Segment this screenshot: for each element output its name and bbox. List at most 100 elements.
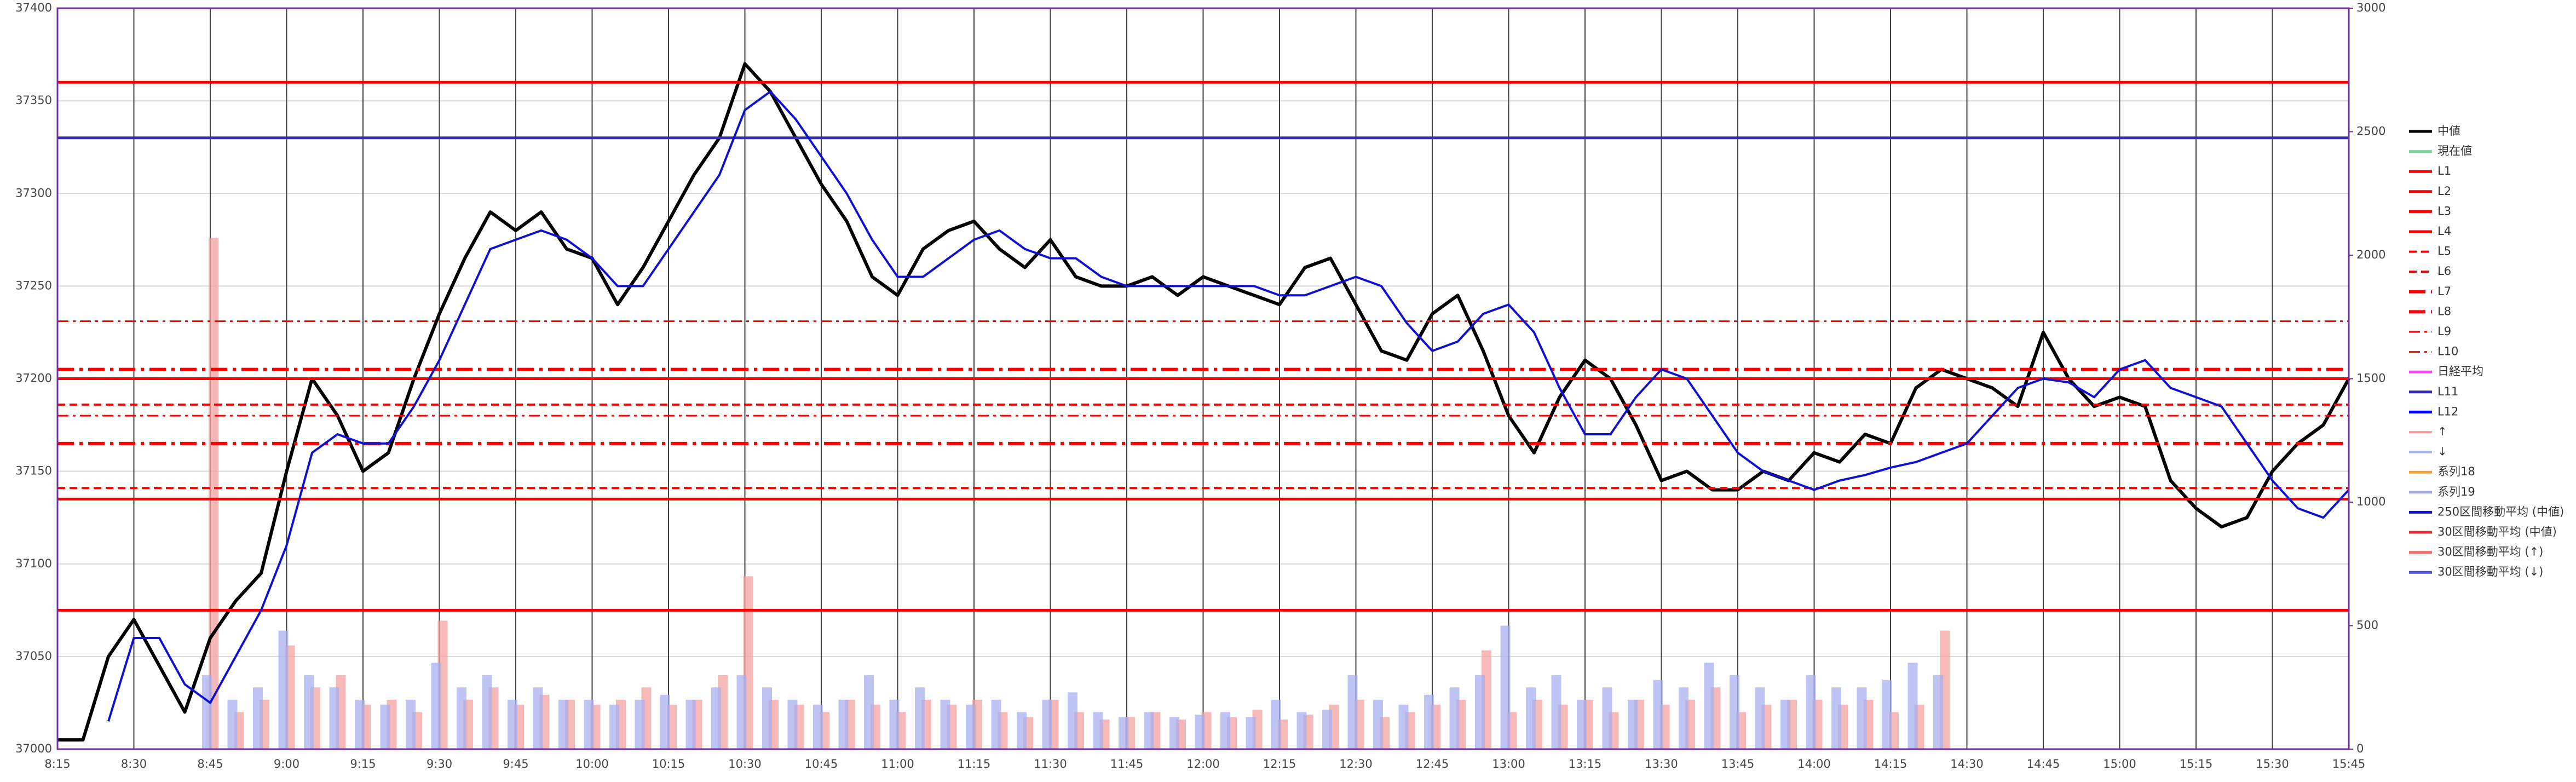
x-tick-label: 12:00 [1186,757,1220,771]
plot-frame [56,7,2350,750]
y-tick-label: 37200 [15,372,52,385]
volume-bar [1882,680,1892,749]
legend-label: 系列18 [2437,465,2475,478]
volume-bar [431,663,441,749]
x-tick-label: 9:30 [427,757,452,771]
volume-bar [1322,709,1332,749]
x-tick-label: 14:00 [1797,757,1831,771]
volume-bar [457,687,466,749]
x-tick-label: 9:15 [350,757,376,771]
volume-bar [1093,712,1103,749]
volume-bar [1398,704,1409,749]
volume-bar [1780,699,1790,749]
volume-bar [1730,675,1739,749]
legend-label: L1 [2437,164,2451,177]
volume-bar [508,699,517,749]
volume-bar [355,699,365,749]
volume-bar [1424,694,1434,749]
volume-bar [1679,687,1688,749]
y-tick-label: 37300 [15,186,52,199]
x-tick-label: 12:15 [1263,757,1296,771]
legend-label: 系列19 [2437,485,2475,498]
volume-bar [584,699,594,749]
volume-bar [1806,675,1816,749]
x-tick-label: 8:15 [44,757,70,771]
x-tick-label: 15:30 [2256,757,2289,771]
volume-bar [813,704,823,749]
legend-label: L8 [2437,304,2451,318]
y2-tick-label: 1500 [2356,372,2385,385]
legend-label: 250区間移動平均 (中値) [2437,505,2564,518]
volume-layer [202,238,1950,749]
volume-bar [1220,712,1230,749]
legend-label: 30区間移動平均 (中値) [2437,525,2557,538]
volume-bar [1602,687,1612,749]
volume-bar [1577,699,1587,749]
volume-bar [1907,663,1918,749]
y2-tick-label: 3000 [2356,1,2385,14]
volume-bar [1475,675,1485,749]
volume-bar [685,699,696,749]
line-layer [57,62,2350,742]
volume-bar [1296,712,1307,749]
legend-label: 30区間移動平均 (↑) [2437,545,2543,559]
y2-tick-label: 500 [2356,619,2378,632]
volume-bar [864,675,874,749]
x-tick-label: 14:15 [1874,757,1907,771]
volume-bar [209,238,218,749]
x-tick-label: 11:15 [958,757,991,771]
volume-bar [711,687,721,749]
volume-bar [1500,625,1511,749]
volume-bar [1017,712,1027,749]
volume-bar [304,675,314,749]
volume-bar [736,675,747,749]
volume-bar [278,630,289,749]
legend-label: L7 [2437,285,2451,298]
volume-bar [915,687,925,749]
volume-bar [966,704,976,749]
y-tick-label: 37050 [15,649,52,663]
y-tick-label: 37150 [15,464,52,478]
volume-bar [991,699,1001,749]
volume-bar [1704,663,1714,749]
y2-tick-label: 0 [2356,742,2364,755]
y2-tick-label: 1000 [2356,495,2385,508]
x-tick-label: 14:30 [1950,757,1984,771]
x-tick-label: 12:30 [1339,757,1373,771]
volume-bar [838,699,849,749]
volume-bar [1246,717,1256,749]
y-tick-label: 37400 [15,1,52,14]
series-line [107,90,2350,722]
volume-bar [1347,675,1358,749]
x-tick-label: 9:45 [503,757,528,771]
volume-bar [1169,717,1179,749]
x-tick-label: 10:15 [652,757,685,771]
legend-label: L6 [2437,264,2451,278]
x-tick-label: 8:30 [121,757,147,771]
volume-bar [787,699,798,749]
legend-label: 現在値 [2437,145,2472,158]
x-tick-label: 8:45 [197,757,223,771]
volume-bar [1831,687,1841,749]
volume-bar [660,694,670,749]
volume-bar [1449,687,1460,749]
volume-bar [1551,675,1561,749]
legend-label: ↓ [2437,445,2447,458]
volume-bar [609,704,619,749]
legend-label: L10 [2437,345,2458,358]
volume-bar [1857,687,1867,749]
x-tick-label: 13:00 [1492,757,1525,771]
volume-bar [329,687,339,749]
volume-bar [1195,714,1205,749]
x-tick-label: 15:15 [2180,757,2213,771]
legend-label: 中値 [2437,124,2460,137]
legend-label: 日経平均 [2437,365,2483,378]
x-tick-label: 11:00 [881,757,914,771]
volume-bar [1119,717,1128,749]
x-tick-label: 13:15 [1569,757,1602,771]
y2-tick-label: 2000 [2356,248,2385,261]
y-tick-label: 37350 [15,94,52,107]
volume-bar [253,687,263,749]
